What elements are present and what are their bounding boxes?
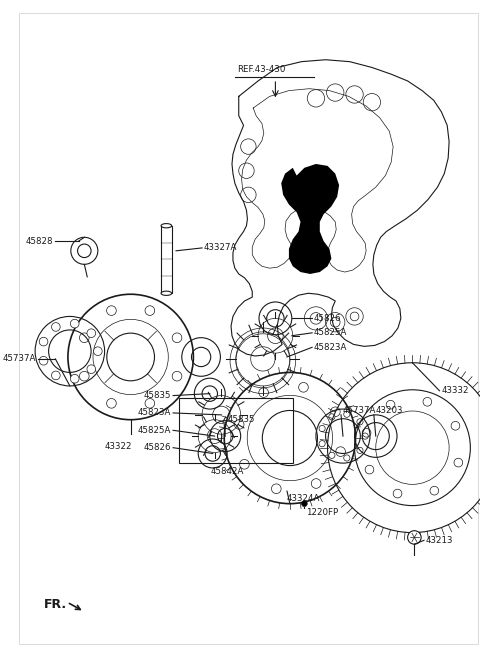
Text: 43322: 43322 [104, 442, 132, 451]
Text: 45825A: 45825A [314, 328, 348, 337]
Ellipse shape [161, 223, 172, 228]
Circle shape [51, 371, 60, 380]
Circle shape [344, 411, 350, 417]
Text: 45825A: 45825A [138, 426, 171, 435]
Text: 45835: 45835 [227, 415, 255, 424]
Circle shape [51, 323, 60, 331]
Text: 45828: 45828 [26, 237, 53, 246]
Text: 45737A: 45737A [343, 406, 376, 415]
Text: 45826: 45826 [144, 443, 171, 452]
Text: 43332: 43332 [442, 386, 469, 396]
Circle shape [344, 455, 350, 461]
Circle shape [39, 357, 48, 365]
Circle shape [362, 433, 368, 439]
Circle shape [87, 329, 96, 338]
Circle shape [329, 452, 335, 459]
Circle shape [319, 441, 325, 447]
Text: 45737A: 45737A [3, 354, 36, 363]
Ellipse shape [161, 291, 172, 296]
Text: 43203: 43203 [376, 406, 403, 415]
Circle shape [357, 447, 363, 453]
Text: 45835: 45835 [144, 391, 171, 400]
Text: 43213: 43213 [426, 536, 454, 545]
Circle shape [319, 426, 325, 432]
Text: 43327A: 43327A [204, 243, 238, 252]
Circle shape [94, 347, 102, 355]
Circle shape [87, 365, 96, 373]
Circle shape [301, 501, 307, 507]
Circle shape [329, 414, 335, 420]
Circle shape [408, 531, 421, 544]
Circle shape [71, 319, 79, 328]
Bar [179, 397, 293, 463]
Circle shape [357, 419, 363, 425]
Text: 45826: 45826 [314, 314, 341, 323]
Text: 45842A: 45842A [210, 467, 244, 476]
Circle shape [39, 337, 48, 346]
Circle shape [71, 374, 79, 383]
Polygon shape [281, 164, 339, 274]
Text: 1220FP: 1220FP [306, 509, 338, 518]
Text: 45823A: 45823A [138, 409, 171, 417]
Bar [161, 226, 172, 293]
Text: FR.: FR. [44, 599, 67, 612]
Text: 45823A: 45823A [314, 343, 348, 351]
Text: 43324A: 43324A [287, 494, 320, 503]
Text: REF.43-430: REF.43-430 [237, 65, 285, 74]
